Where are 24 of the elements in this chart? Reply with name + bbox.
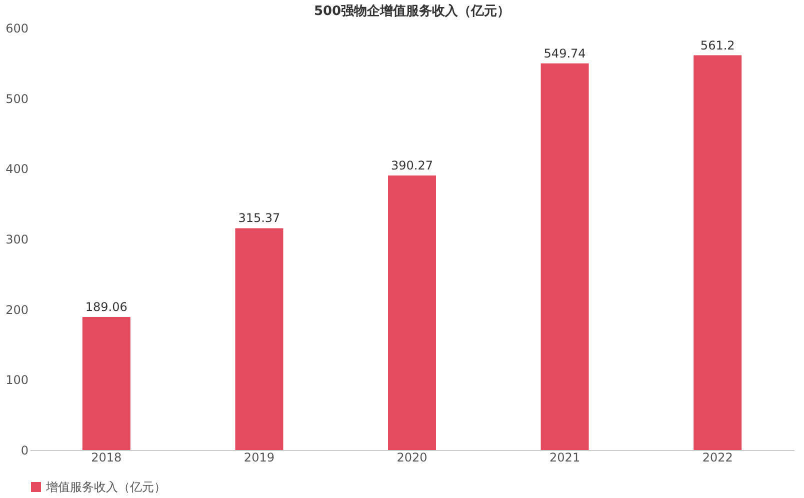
chart-title: 500强物企增值服务收入（亿元）	[314, 3, 510, 19]
bar	[388, 176, 436, 450]
y-tick-label: 400	[6, 162, 28, 176]
y-tick-label: 600	[6, 22, 28, 36]
bar	[82, 317, 130, 450]
x-tick-label: 2022	[702, 450, 733, 464]
x-tick-label: 2019	[244, 450, 274, 464]
legend-label: 增值服务收入（亿元）	[45, 480, 166, 494]
y-tick-label: 100	[6, 373, 28, 388]
y-tick-label: 0	[20, 444, 28, 458]
bar	[235, 228, 284, 450]
y-tick-label: 300	[6, 232, 28, 246]
data-label: 549.74	[544, 46, 586, 60]
data-label: 189.06	[85, 300, 128, 314]
x-tick-label: 2020	[396, 450, 428, 464]
y-tick-label: 200	[6, 302, 28, 317]
x-tick-label: 2021	[550, 450, 580, 464]
bar	[540, 63, 589, 450]
data-label: 390.27	[391, 158, 433, 173]
y-tick-label: 500	[6, 92, 28, 106]
data-label: 315.37	[238, 211, 280, 226]
bar	[694, 55, 742, 450]
x-tick-label: 2018	[91, 450, 122, 464]
data-label: 561.2	[700, 38, 735, 52]
